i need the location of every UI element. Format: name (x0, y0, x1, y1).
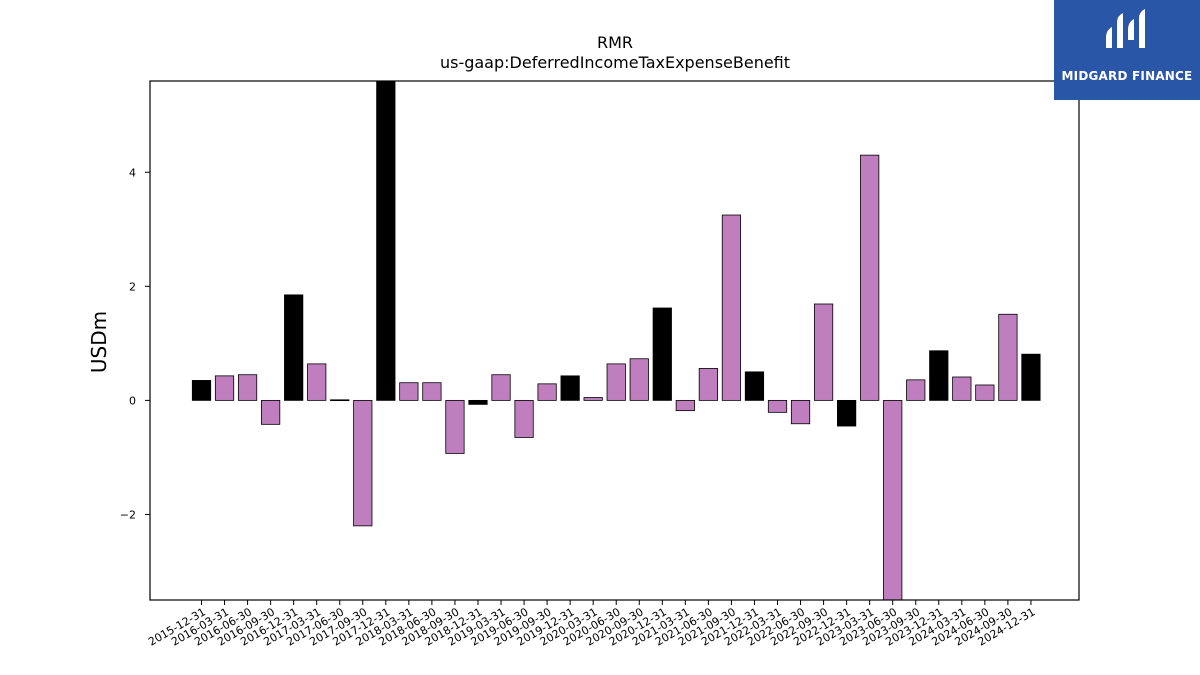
bar-2023-03-31 (860, 154, 880, 401)
bar-2017-06-30 (330, 399, 350, 402)
bar-2018-12-31 (468, 399, 488, 405)
chart-title: RMR (597, 33, 633, 52)
bar-2018-03-31 (399, 382, 419, 401)
bar-2020-03-31 (583, 397, 603, 401)
midgard-finance-logo: MIDGARD FINANCE (1054, 0, 1200, 100)
bar-2021-03-31 (675, 399, 695, 412)
chart-subtitle: us-gaap:DeferredIncomeTaxExpenseBenefit (440, 53, 790, 72)
plot-area: −20242015-12-312016-03-312016-06-302016-… (120, 80, 1041, 649)
bar-2024-09-30 (998, 313, 1018, 401)
logo-text: MIDGARD FINANCE (1061, 69, 1193, 83)
bar-2016-03-31 (214, 375, 235, 401)
bar-2015-12-31 (191, 380, 212, 401)
bar-2021-06-30 (698, 368, 718, 401)
bar-2023-06-30 (883, 399, 903, 601)
bar-2023-09-30 (906, 379, 926, 401)
bar-2017-09-30 (353, 399, 373, 527)
bar-2022-09-30 (813, 303, 834, 401)
bar-2020-09-30 (629, 358, 649, 401)
y-tick-label: 0 (129, 394, 136, 407)
midgard-logo-icon (1106, 9, 1145, 48)
bar-2016-12-31 (284, 294, 304, 401)
y-tick-label: −2 (120, 508, 136, 521)
bar-2022-12-31 (837, 399, 857, 427)
bar-2018-09-30 (445, 399, 465, 454)
bar-2019-12-31 (560, 375, 580, 401)
bar-2024-06-30 (975, 384, 995, 401)
bar-2017-03-31 (307, 363, 327, 401)
bar-2023-12-31 (929, 350, 949, 401)
bar-2016-09-30 (261, 399, 281, 425)
plot-frame (149, 80, 1080, 601)
bar-2022-06-30 (790, 399, 811, 425)
bar-2024-12-31 (1021, 353, 1041, 401)
bar-2019-09-30 (537, 383, 557, 401)
bar-2022-03-31 (767, 399, 788, 413)
bar-2020-06-30 (606, 363, 626, 401)
bar-2017-12-31 (376, 80, 396, 401)
bar-2020-12-31 (652, 307, 672, 401)
y-tick-label: 2 (129, 280, 136, 293)
bar-2021-09-30 (721, 214, 742, 401)
bar-2024-03-31 (952, 376, 972, 401)
y-axis-label: USDm (87, 311, 111, 373)
bar-2018-06-30 (422, 382, 442, 401)
bar-2016-06-30 (237, 374, 258, 401)
bar-2019-03-31 (491, 374, 511, 401)
y-tick-label: 4 (129, 166, 136, 179)
bar-2021-12-31 (744, 371, 765, 401)
bar-2019-06-30 (514, 399, 534, 438)
